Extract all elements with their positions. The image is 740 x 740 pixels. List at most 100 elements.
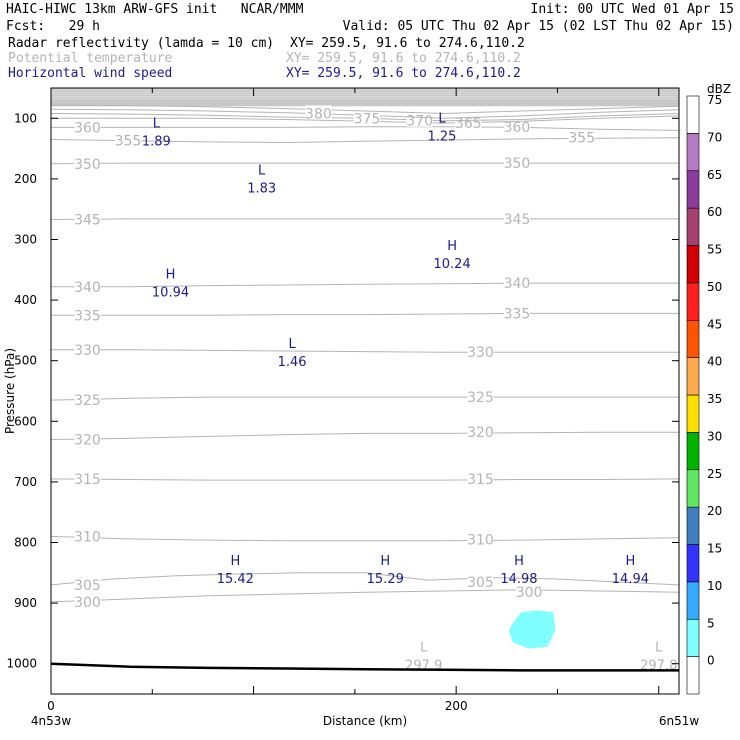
theta-label-340: 340	[74, 280, 101, 296]
y-tick-label: 700	[14, 475, 37, 489]
colorbar-swatch	[686, 170, 700, 209]
theta-contour-335	[51, 312, 679, 316]
theta-label-bg	[74, 307, 101, 322]
colorbar-swatch	[686, 95, 700, 134]
theta-label-300: 300	[516, 585, 543, 601]
field-reflectivity-xy: XY= 259.5, 91.6 to 274.6,110.2	[290, 36, 525, 51]
theta-contour-325	[50, 396, 679, 401]
reflectivity-cell	[508, 610, 556, 649]
theta-label-355: 355	[568, 131, 595, 147]
wind-extremum-value: 1.46	[278, 355, 307, 370]
theta-label-380: 380	[305, 106, 332, 122]
theta-label-330: 330	[74, 343, 101, 359]
valid-time: Valid: 05 UTC Thu 02 Apr 15 (02 LST Thu …	[342, 19, 734, 34]
colorbar-swatch	[686, 469, 700, 508]
x-axis-label: Distance (km)	[323, 714, 407, 728]
theta-label-bg	[74, 211, 101, 226]
colorbar-label: 30	[707, 429, 722, 443]
theta-label-bg	[74, 528, 101, 543]
y-tick-label: 500	[14, 354, 37, 368]
theta-contour-320	[50, 431, 679, 440]
wind-min-marker: L	[288, 337, 296, 352]
colorbar-swatch	[686, 656, 700, 695]
y-axis-label: Pressure (hPa)	[3, 348, 17, 434]
colorbar-swatch	[686, 618, 700, 657]
theta-label-320: 320	[74, 432, 101, 448]
field-theta-xy: XY= 259.5, 91.6 to 274.6,110.2	[286, 51, 521, 66]
theta-label-bg	[455, 115, 482, 130]
theta-label-305: 305	[467, 575, 494, 591]
theta-label-365: 365	[455, 116, 482, 132]
init-time: Init: 00 UTC Wed 01 Apr 15	[530, 2, 735, 17]
theta-label-315: 315	[467, 472, 494, 488]
theta-label-350: 350	[74, 157, 101, 173]
theta-contour-360	[51, 126, 680, 131]
wind-extremum-value: 1.89	[142, 134, 171, 149]
wind-extremum-value: 1.25	[428, 130, 457, 145]
wind-extremum-value: 15.29	[367, 572, 404, 587]
title-left: HAIC-HIWC 13km ARW-GFS init NCAR/MMM	[6, 2, 304, 17]
colorbar-swatch	[686, 394, 700, 433]
theta-label-bg	[467, 573, 494, 588]
colorbar-label: 5	[707, 616, 715, 630]
theta-label-bg	[74, 119, 101, 134]
x-tick-label: 200	[445, 699, 468, 713]
theta-label-340: 340	[504, 276, 531, 292]
theta-label-bg	[114, 132, 141, 147]
section-end-label: 6n51w	[659, 714, 700, 728]
theta-label-bg	[568, 129, 595, 144]
y-tick-label: 1000	[6, 657, 37, 671]
theta-label-320: 320	[467, 425, 494, 441]
field-theta-name: Potential temperature	[8, 51, 173, 66]
y-tick-label: 800	[14, 536, 37, 550]
section-start-label: 4n53w	[31, 714, 72, 728]
theta-contour-310	[50, 535, 680, 542]
colorbar-swatch	[686, 357, 700, 396]
wind-max-marker: H	[230, 554, 240, 569]
theta-label-315: 315	[74, 472, 101, 488]
theta-label-bg	[74, 593, 101, 608]
wind-max-marker: H	[166, 267, 176, 282]
theta-label-bg	[467, 470, 494, 485]
theta-label-325: 325	[467, 390, 494, 406]
colorbar-label: 40	[707, 355, 722, 369]
theta-label-bg	[74, 470, 101, 485]
theta-label-bg	[503, 118, 530, 133]
wind-max-marker: H	[447, 239, 457, 254]
theta-label-330: 330	[467, 345, 494, 361]
y-tick-label: 400	[14, 293, 37, 307]
y-tick-label: 900	[14, 596, 37, 610]
theta-contour-380	[50, 104, 680, 115]
colorbar-label: 50	[707, 280, 722, 294]
theta-label-370: 370	[406, 114, 433, 130]
upper-isentrope-band	[51, 88, 679, 107]
theta-min-marker: L	[420, 641, 428, 656]
field-wind-xy: XY= 259.5, 91.6 to 274.6,110.2	[286, 66, 521, 81]
y-tick-label: 300	[14, 233, 37, 247]
theta-label-bg	[305, 105, 332, 120]
x-tick-label: 0	[47, 699, 55, 713]
theta-label-345: 345	[504, 212, 531, 228]
wind-max-marker: H	[514, 554, 524, 569]
colorbar-label: 70	[707, 130, 722, 144]
wind-max-marker: H	[625, 554, 635, 569]
theta-contour-305	[50, 572, 680, 586]
theta-label-375: 375	[354, 111, 381, 127]
colorbar-title: dBZ	[707, 82, 731, 96]
colorbar-swatch	[686, 207, 700, 246]
terrain-line	[50, 662, 679, 672]
colorbar-label: 0	[707, 654, 715, 668]
wind-extremum-value: 14.98	[500, 572, 537, 587]
theta-label-bg	[74, 576, 101, 591]
theta-label-bg	[406, 112, 433, 127]
theta-label-bg	[503, 210, 530, 225]
colorbar-label: 75	[707, 93, 722, 107]
theta-label-bg	[503, 155, 530, 170]
colorbar-label: 15	[707, 542, 722, 556]
y-tick-label: 200	[14, 172, 37, 186]
y-tick-label: 100	[14, 111, 37, 125]
wind-extremum-value: 14.94	[612, 572, 649, 587]
y-tick-label: 600	[14, 414, 37, 428]
theta-contour-330	[51, 349, 679, 353]
